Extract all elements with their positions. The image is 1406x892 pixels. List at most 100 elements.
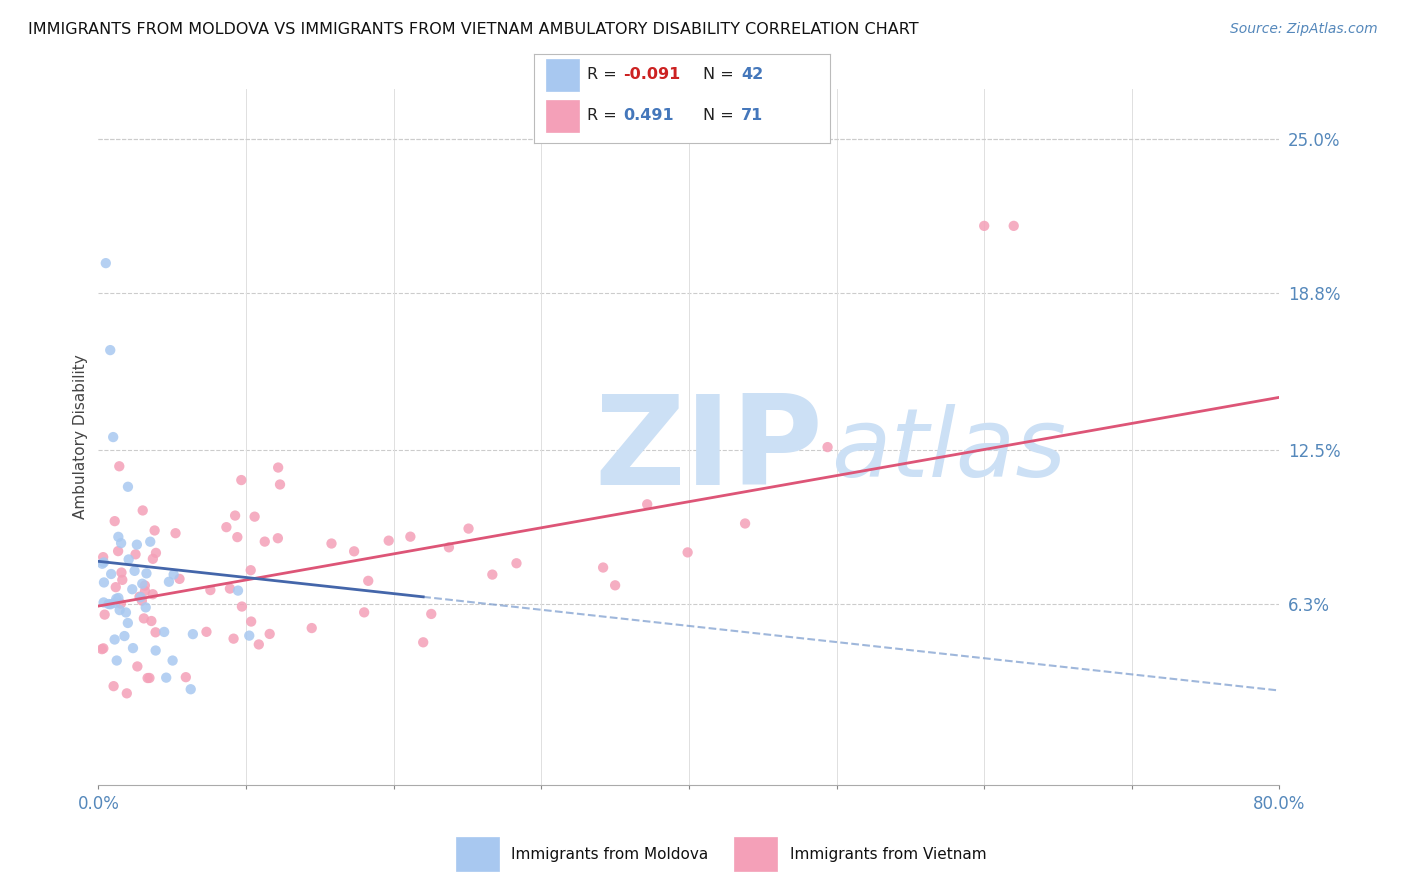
Text: ZIP: ZIP bbox=[595, 391, 823, 511]
Point bbox=[93, 595, 115, 609]
Point bbox=[226, 530, 249, 544]
Point bbox=[132, 611, 155, 625]
Point bbox=[231, 599, 253, 614]
Text: 0.491: 0.491 bbox=[623, 109, 673, 123]
Point bbox=[94, 256, 117, 270]
Bar bbox=[546, 100, 579, 132]
Point bbox=[93, 556, 115, 570]
Point bbox=[104, 514, 127, 528]
Point bbox=[132, 503, 155, 517]
Text: IMMIGRANTS FROM MOLDOVA VS IMMIGRANTS FROM VIETNAM AMBULATORY DISABILITY CORRELA: IMMIGRANTS FROM MOLDOVA VS IMMIGRANTS FR… bbox=[28, 22, 918, 37]
Point bbox=[253, 534, 276, 549]
Point bbox=[676, 545, 699, 559]
Point bbox=[180, 682, 202, 697]
Bar bbox=[456, 837, 499, 871]
Y-axis label: Ambulatory Disability: Ambulatory Disability bbox=[73, 355, 89, 519]
Point bbox=[457, 522, 479, 536]
Point bbox=[267, 460, 290, 475]
Point bbox=[100, 567, 122, 582]
Text: N =: N = bbox=[703, 109, 738, 123]
Text: -0.091: -0.091 bbox=[623, 68, 681, 82]
Point bbox=[131, 593, 153, 607]
Point bbox=[134, 583, 156, 598]
Point bbox=[131, 576, 153, 591]
Point bbox=[135, 600, 157, 615]
Point bbox=[121, 582, 143, 597]
Text: N =: N = bbox=[703, 68, 738, 82]
Text: 42: 42 bbox=[741, 68, 763, 82]
Point bbox=[200, 583, 222, 598]
Point bbox=[267, 531, 290, 545]
Point bbox=[142, 587, 165, 601]
Point bbox=[247, 637, 270, 651]
Point bbox=[215, 520, 238, 534]
Point bbox=[142, 551, 165, 566]
Point bbox=[100, 597, 122, 611]
Text: 71: 71 bbox=[741, 109, 763, 123]
Point bbox=[97, 597, 120, 611]
Text: R =: R = bbox=[588, 68, 623, 82]
Bar bbox=[734, 837, 778, 871]
Point bbox=[321, 536, 343, 550]
Point bbox=[592, 560, 614, 574]
Point bbox=[124, 564, 146, 578]
Point bbox=[353, 606, 375, 620]
Point bbox=[145, 546, 167, 560]
Point bbox=[134, 578, 156, 592]
Point bbox=[107, 591, 129, 605]
Point bbox=[108, 459, 131, 474]
Point bbox=[437, 541, 460, 555]
Point bbox=[103, 596, 125, 610]
Point bbox=[124, 547, 146, 561]
Point bbox=[163, 567, 186, 582]
Point bbox=[181, 627, 204, 641]
Point bbox=[138, 671, 160, 685]
Point bbox=[115, 686, 138, 700]
Point bbox=[145, 643, 167, 657]
Point bbox=[243, 509, 266, 524]
Point bbox=[165, 526, 187, 541]
Text: R =: R = bbox=[588, 109, 623, 123]
Point bbox=[91, 557, 114, 571]
Point bbox=[93, 607, 115, 622]
Point bbox=[110, 597, 132, 611]
Point bbox=[169, 572, 191, 586]
Point bbox=[118, 552, 141, 566]
Point bbox=[357, 574, 380, 588]
Point bbox=[734, 516, 756, 531]
Bar bbox=[546, 59, 579, 91]
Point bbox=[110, 566, 132, 580]
Point bbox=[269, 477, 291, 491]
Point bbox=[93, 575, 115, 590]
Point bbox=[107, 530, 129, 544]
Point bbox=[240, 615, 263, 629]
Text: Immigrants from Vietnam: Immigrants from Vietnam bbox=[790, 847, 986, 862]
Point bbox=[111, 573, 134, 587]
Point bbox=[107, 544, 129, 558]
Point bbox=[605, 578, 627, 592]
Point bbox=[195, 624, 218, 639]
Point bbox=[343, 544, 366, 558]
Point bbox=[104, 580, 127, 594]
Point bbox=[155, 671, 177, 685]
Point bbox=[377, 533, 399, 548]
Text: atlas: atlas bbox=[831, 404, 1066, 498]
Point bbox=[145, 625, 167, 640]
Point bbox=[114, 629, 136, 643]
Point bbox=[103, 430, 125, 444]
Point bbox=[412, 635, 434, 649]
Point bbox=[817, 440, 839, 454]
Point bbox=[91, 641, 114, 656]
Point bbox=[104, 632, 127, 647]
Point bbox=[91, 550, 114, 565]
Point bbox=[143, 524, 166, 538]
Point bbox=[98, 343, 121, 357]
Point bbox=[117, 480, 139, 494]
Point bbox=[1002, 219, 1025, 233]
Point bbox=[226, 583, 249, 598]
Point bbox=[117, 615, 139, 630]
Point bbox=[108, 603, 131, 617]
Text: Source: ZipAtlas.com: Source: ZipAtlas.com bbox=[1230, 22, 1378, 37]
Point bbox=[157, 574, 180, 589]
Point bbox=[115, 606, 138, 620]
